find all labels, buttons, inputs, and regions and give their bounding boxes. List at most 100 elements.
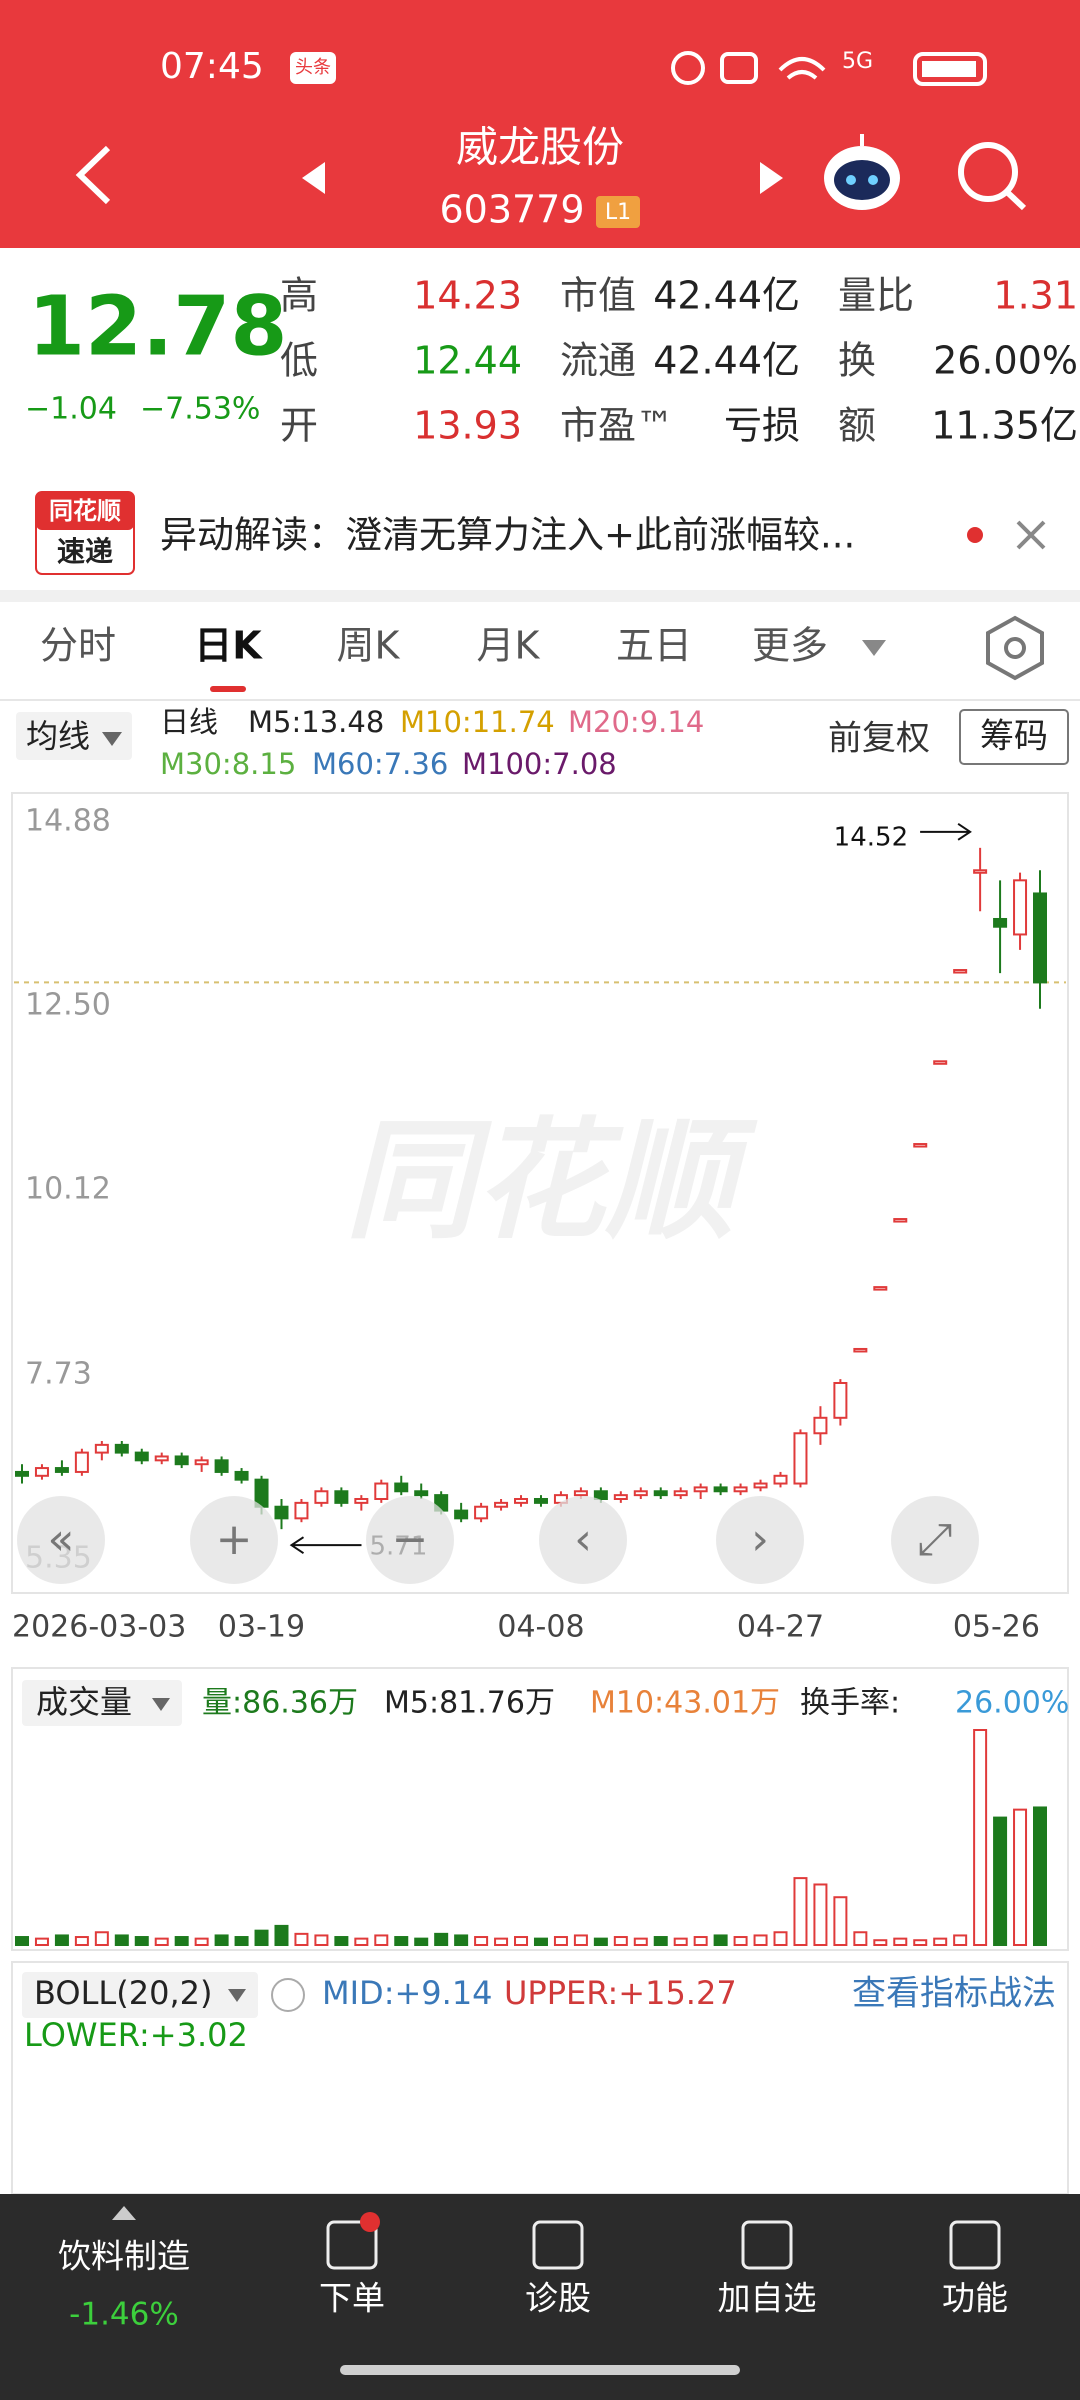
y-tick-label: 14.88 xyxy=(25,804,111,839)
chart-control-icon: « xyxy=(48,1514,75,1565)
volume-bar xyxy=(54,1934,69,1947)
volume-bar xyxy=(613,1936,628,1946)
candle-body xyxy=(134,1451,149,1462)
volume-legend: M10:43.01万 xyxy=(590,1686,780,1721)
volume-bar xyxy=(254,1929,269,1946)
tab[interactable]: 五日 xyxy=(616,624,692,668)
nav-icon[interactable] xyxy=(532,2220,584,2270)
volume-selector: 成交量 xyxy=(36,1683,132,1721)
x-tick-label: 05-26 xyxy=(953,1610,1040,1645)
sector-change: -1.46% xyxy=(69,2297,179,2333)
volume-bar xyxy=(733,1936,748,1946)
candle-body xyxy=(753,1482,768,1489)
volume-bar xyxy=(873,1939,888,1946)
volume-bar xyxy=(973,1729,988,1946)
status-network: 5G xyxy=(842,49,873,74)
boll-selector-bg[interactable] xyxy=(22,1972,258,2018)
volume-bar xyxy=(713,1934,728,1947)
candle-body xyxy=(653,1490,668,1497)
y-tick-label: 12.50 xyxy=(25,988,111,1023)
candle-body xyxy=(893,1218,908,1223)
x-tick-label: 03-19 xyxy=(218,1610,305,1645)
volume-selector-bg[interactable] xyxy=(22,1680,182,1726)
tab[interactable]: 分时 xyxy=(40,624,116,668)
boll-upper: UPPER:+15.27 xyxy=(504,1974,737,2012)
volume-bar xyxy=(953,1934,968,1947)
volume-bar xyxy=(274,1924,289,1947)
volume-bar xyxy=(334,1936,349,1946)
candle-body xyxy=(713,1486,728,1493)
chart-control[interactable] xyxy=(190,1496,278,1584)
candle-body xyxy=(693,1486,708,1493)
volume-bar xyxy=(294,1932,309,1946)
adjust-mode[interactable]: 前复权 xyxy=(828,719,930,759)
stat-value: 42.44亿 xyxy=(653,274,800,318)
nav-label[interactable]: 功能 xyxy=(942,2279,1008,2318)
ma-selector-bg[interactable] xyxy=(16,712,132,760)
tab[interactable]: 周K xyxy=(337,624,401,668)
tab[interactable]: 日K xyxy=(194,624,263,668)
settings-icon-dot xyxy=(1004,637,1026,659)
chart-control[interactable] xyxy=(539,1496,627,1584)
volume-bar xyxy=(494,1937,509,1947)
boll-mid: MID:+9.14 xyxy=(322,1974,493,2012)
stat-label: 市盈™ xyxy=(560,404,674,448)
ma-legend: 日线 xyxy=(160,705,218,739)
candle-body xyxy=(773,1474,788,1485)
volume-legend: 26.00% xyxy=(955,1686,1069,1721)
tab[interactable]: 月K xyxy=(477,624,541,668)
candle-body xyxy=(174,1455,189,1466)
volume-bar xyxy=(154,1937,169,1947)
help-icon[interactable] xyxy=(271,1978,305,2012)
candle-body xyxy=(454,1509,469,1520)
chart-control[interactable] xyxy=(366,1496,454,1584)
settings-icon[interactable] xyxy=(986,615,1044,681)
nav-label[interactable]: 加自选 xyxy=(718,2279,817,2318)
volume-bar xyxy=(593,1937,608,1947)
nav-label[interactable]: 诊股 xyxy=(525,2279,591,2318)
boll-selector: BOLL(20,2) xyxy=(34,1974,212,2012)
ma-legend: M20:9.14 xyxy=(568,705,704,739)
news-text[interactable]: 异动解读：澄清无算力注入+此前涨幅较... xyxy=(160,514,855,557)
candle-body xyxy=(873,1286,888,1291)
stat-label: 市值 xyxy=(560,274,636,318)
volume-bar xyxy=(633,1937,648,1947)
candle-body xyxy=(533,1497,548,1504)
nav-icon[interactable] xyxy=(741,2220,793,2270)
nav-icon[interactable] xyxy=(326,2220,378,2270)
back-button[interactable] xyxy=(75,145,111,205)
chart-control[interactable] xyxy=(716,1496,804,1584)
chart-control[interactable] xyxy=(17,1496,105,1584)
boll-lower: LOWER:+3.02 xyxy=(24,2016,248,2054)
candle-body xyxy=(813,1416,828,1435)
volume-legend: 换手率: xyxy=(800,1686,900,1721)
volume-bar xyxy=(913,1939,928,1946)
nav-label[interactable]: 下单 xyxy=(319,2279,385,2318)
volume-bar xyxy=(354,1937,369,1947)
candle-body xyxy=(394,1482,409,1493)
news-dot xyxy=(967,527,983,543)
next-stock[interactable] xyxy=(760,162,783,194)
volume-bar xyxy=(454,1934,469,1947)
chips-button-bg[interactable] xyxy=(959,709,1069,765)
assistant-icon[interactable] xyxy=(824,134,900,210)
annotation-arrow xyxy=(920,823,972,841)
prev-stock[interactable] xyxy=(302,162,325,194)
chart-control[interactable] xyxy=(891,1496,979,1584)
search-button[interactable] xyxy=(958,142,1027,211)
ma-legend: M60:7.36 xyxy=(312,747,448,781)
stock-name: 威龙股份 xyxy=(456,123,624,172)
news-close[interactable] xyxy=(1016,520,1046,550)
candle-body xyxy=(633,1490,648,1497)
volume-bar xyxy=(34,1937,49,1947)
nav-icon[interactable] xyxy=(949,2220,1001,2270)
ma-selector: 均线 xyxy=(26,717,90,755)
boll-link[interactable]: 查看指标战法 xyxy=(852,1974,1056,2014)
sector-name[interactable]: 饮料制造 xyxy=(58,2237,190,2276)
stat-label: 量比 xyxy=(838,274,914,318)
tab[interactable]: 更多 xyxy=(752,624,828,668)
watermark: 同花顺 xyxy=(345,1105,758,1257)
volume-bar xyxy=(673,1937,688,1947)
stat-value: 42.44亿 xyxy=(653,339,800,383)
